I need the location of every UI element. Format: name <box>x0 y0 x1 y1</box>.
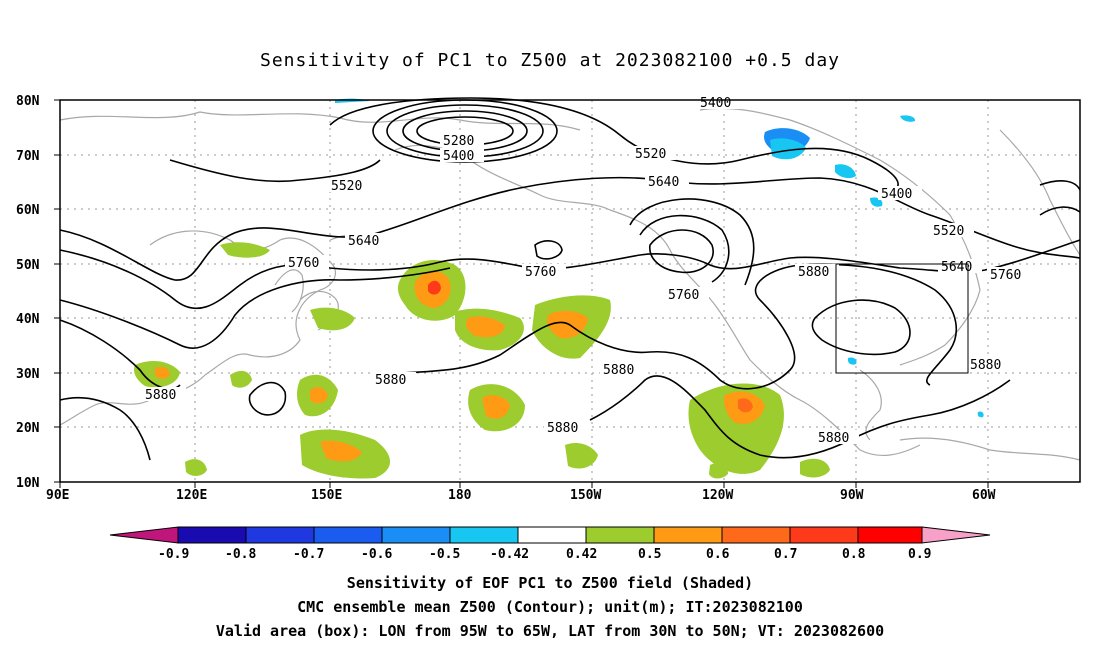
colorbar-cell <box>653 526 723 544</box>
colorbar-cell <box>585 526 655 544</box>
colorbar-label: 0.5 <box>638 547 661 562</box>
lat-label: 20N <box>16 421 40 436</box>
contour-label: 5520 <box>635 147 666 162</box>
lat-label: 30N <box>16 367 40 382</box>
lat-label: 50N <box>16 258 40 273</box>
lat-label: 40N <box>16 312 40 327</box>
colorbar-label: -0.42 <box>490 547 529 562</box>
lon-label: 150W <box>570 488 601 503</box>
colorbar-cell <box>721 526 791 544</box>
lat-label: 80N <box>16 94 40 109</box>
colorbar-cell <box>381 526 451 544</box>
lat-label: 70N <box>16 149 40 164</box>
lon-label: 90W <box>840 488 864 503</box>
map-frame <box>59 99 1081 483</box>
gridlines <box>60 100 1080 482</box>
contour-label: 5640 <box>648 175 679 190</box>
lon-label: 150E <box>311 488 342 503</box>
contour-labels: 5400 5280 5400 5520 5520 5640 5400 5640 … <box>142 95 1031 446</box>
chart-title: Sensitivity of PC1 to Z500 at 2023082100… <box>259 50 840 71</box>
colorbar-cell <box>789 526 859 544</box>
colorbar-cell <box>449 526 519 544</box>
contour-label: 5520 <box>933 224 964 239</box>
colorbar-cell <box>313 526 383 544</box>
contour-label: 5400 <box>443 149 474 164</box>
contour-label: 5880 <box>603 363 634 378</box>
contour-label: 5400 <box>700 96 731 111</box>
contour-label: 5760 <box>668 288 699 303</box>
contour-label: 5400 <box>881 187 912 202</box>
lat-axis: 80N 70N 60N 50N 40N 30N 20N 10N <box>16 94 40 491</box>
colorbar-cell <box>857 526 923 544</box>
colorbar-labels: -0.9 -0.8 -0.7 -0.6 -0.5 -0.42 0.42 0.5 … <box>158 547 931 562</box>
colorbar-label: 0.42 <box>566 547 597 562</box>
colorbar-label: -0.9 <box>158 547 189 562</box>
colorbar-label: 0.7 <box>774 547 797 562</box>
contour-label: 5880 <box>547 421 578 436</box>
colorbar-label: -0.5 <box>429 547 460 562</box>
lat-label: 60N <box>16 203 40 218</box>
footer-line-3: Valid area (box): LON from 95W to 65W, L… <box>215 622 885 640</box>
contour-label: 5640 <box>348 234 379 249</box>
colorbar-label: 0.6 <box>706 547 730 562</box>
lon-axis: 90E 120E 150E 180 150W 120W 90W 60W <box>46 488 996 503</box>
contour-label: 5880 <box>818 431 849 446</box>
contour-label: 5880 <box>798 265 829 280</box>
contour-label: 5760 <box>990 268 1021 283</box>
contour-label: 5280 <box>443 134 474 149</box>
colorbar-label: 0.8 <box>842 547 866 562</box>
colorbar-label: -0.6 <box>361 547 392 562</box>
colorbar-label: -0.8 <box>225 547 256 562</box>
lon-label: 180 <box>448 488 472 503</box>
lon-label: 120W <box>702 488 733 503</box>
valid-area-box <box>835 263 969 374</box>
lon-label: 120E <box>176 488 207 503</box>
colorbar <box>109 526 991 544</box>
contour-label: 5760 <box>288 256 319 271</box>
contour-label: 5760 <box>525 265 556 280</box>
lon-label: 90E <box>46 488 69 503</box>
footer-line-2: CMC ensemble mean Z500 (Contour); unit(m… <box>297 598 803 616</box>
colorbar-cell <box>177 526 247 544</box>
z500-contours <box>59 97 1081 461</box>
lon-label: 60W <box>972 488 996 503</box>
colorbar-cell <box>517 526 587 544</box>
contour-label: 5880 <box>375 373 406 388</box>
colorbar-label: -0.7 <box>293 547 324 562</box>
contour-label: 5520 <box>331 179 362 194</box>
colorbar-cell <box>245 526 315 544</box>
colorbar-label: 0.9 <box>908 547 931 562</box>
lat-label: 10N <box>16 476 40 491</box>
ticks <box>54 99 989 488</box>
colorbar-under-triangle <box>109 526 179 544</box>
footer-line-1: Sensitivity of EOF PC1 to Z500 field (Sh… <box>346 574 754 592</box>
contour-label: 5880 <box>145 388 176 403</box>
contour-label: 5880 <box>970 358 1001 373</box>
colorbar-over-triangle <box>921 526 991 544</box>
